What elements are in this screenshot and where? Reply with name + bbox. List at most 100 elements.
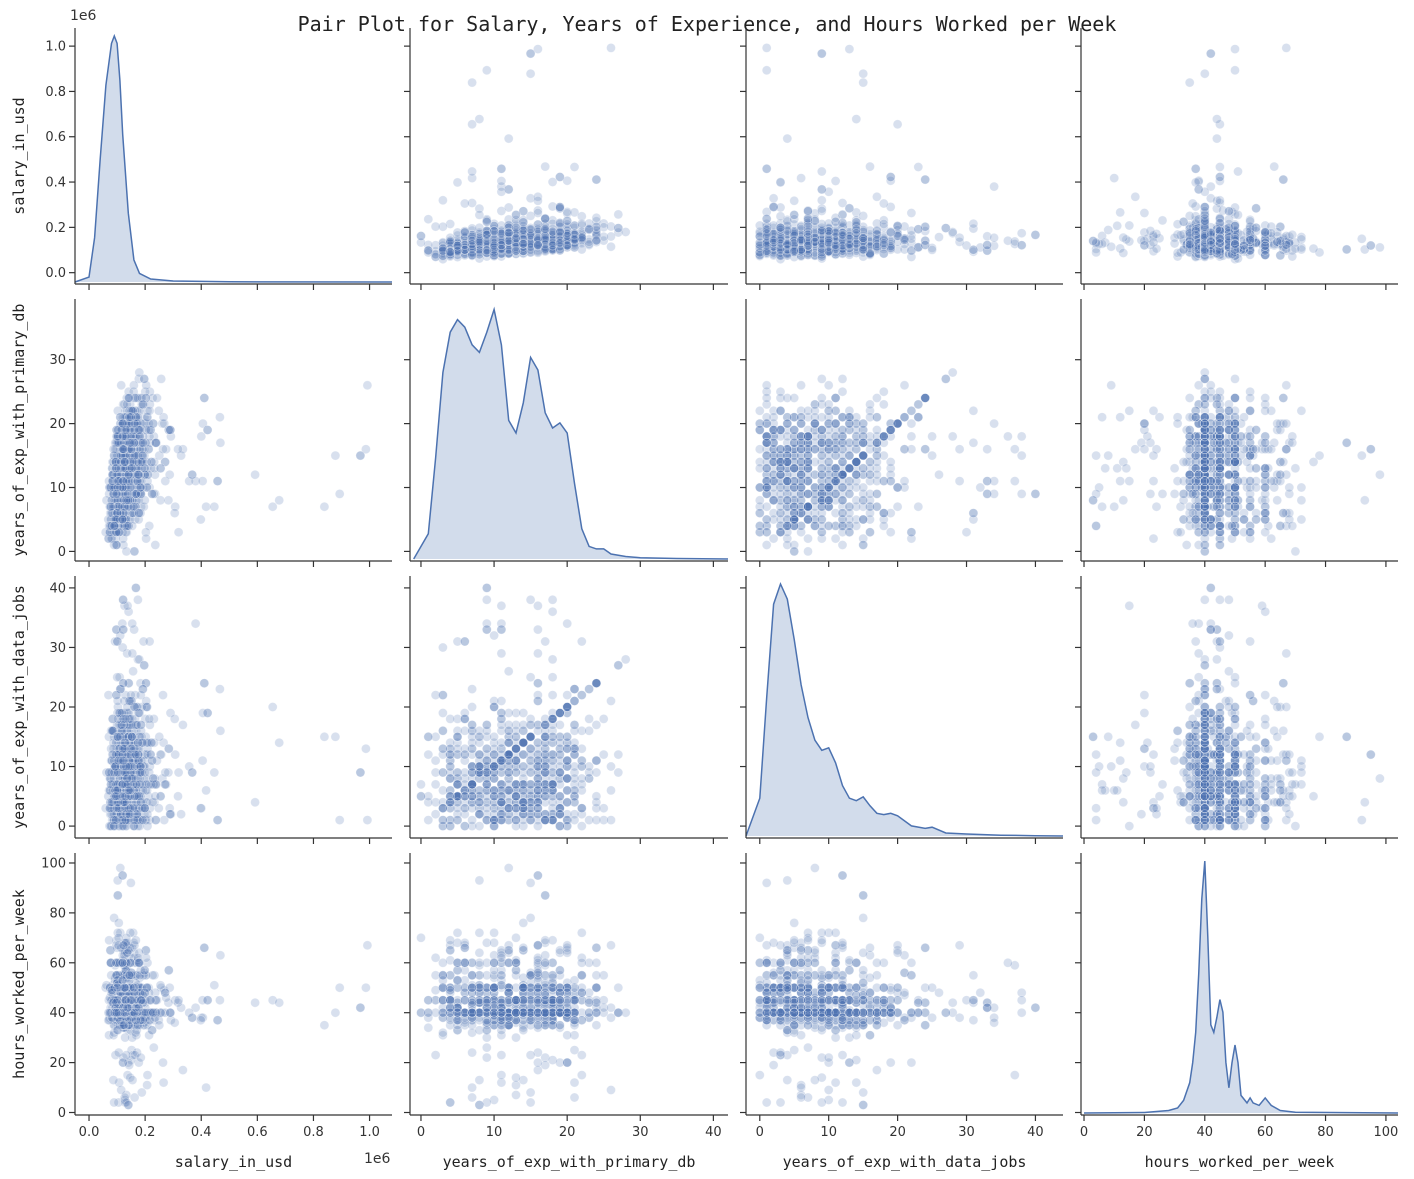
data-point xyxy=(584,234,594,245)
data-point xyxy=(816,195,827,206)
data-point xyxy=(803,514,813,525)
data-point xyxy=(892,119,903,130)
data-point xyxy=(1212,133,1222,144)
data-point xyxy=(1124,220,1135,231)
data-point xyxy=(768,235,779,245)
data-point xyxy=(503,248,514,258)
data-point xyxy=(1275,250,1286,261)
data-point xyxy=(533,208,543,218)
data-point xyxy=(144,405,155,416)
data-point xyxy=(789,463,800,474)
data-point xyxy=(158,444,168,455)
data-point xyxy=(1224,222,1234,233)
y-tick-label: 0.2 xyxy=(45,221,66,236)
data-point xyxy=(481,230,492,240)
data-point xyxy=(810,237,820,247)
data-point xyxy=(789,393,800,403)
data-point xyxy=(452,242,463,253)
data-point xyxy=(445,244,456,254)
data-point xyxy=(139,463,150,474)
data-point xyxy=(122,521,133,531)
data-point xyxy=(851,114,862,124)
data-point xyxy=(816,374,827,384)
data-point xyxy=(525,235,536,246)
data-point xyxy=(533,196,543,206)
data-point xyxy=(474,239,485,249)
data-point xyxy=(540,242,551,252)
data-point xyxy=(139,374,149,384)
data-point xyxy=(816,425,827,435)
data-point xyxy=(775,222,786,233)
data-point xyxy=(452,177,463,188)
data-point xyxy=(525,224,536,234)
data-point xyxy=(775,405,786,416)
data-point xyxy=(503,184,514,195)
data-point xyxy=(899,235,910,245)
data-point xyxy=(591,235,602,246)
data-point xyxy=(968,508,979,518)
data-point xyxy=(761,43,772,53)
data-point xyxy=(754,521,765,531)
data-point xyxy=(830,240,841,250)
data-point xyxy=(547,234,558,244)
data-point xyxy=(858,463,869,474)
data-point xyxy=(906,245,917,256)
data-point xyxy=(118,476,128,486)
data-point xyxy=(569,230,580,241)
data-point xyxy=(885,527,896,538)
data-point xyxy=(215,412,225,423)
data-point xyxy=(810,444,820,455)
data-point xyxy=(768,202,779,212)
data-point xyxy=(754,482,765,493)
data-point xyxy=(569,162,580,172)
data-point xyxy=(503,222,514,233)
data-point xyxy=(1375,469,1385,480)
data-point xyxy=(803,533,813,544)
data-point xyxy=(796,469,806,480)
data-point xyxy=(1184,240,1195,250)
data-point xyxy=(511,249,521,259)
data-point xyxy=(837,495,848,506)
data-point xyxy=(430,221,441,232)
data-point xyxy=(452,236,463,246)
data-point xyxy=(489,224,499,234)
data-point xyxy=(202,425,213,435)
data-point xyxy=(584,240,594,250)
data-point xyxy=(1130,192,1141,202)
data-point xyxy=(816,450,827,461)
data-point xyxy=(113,437,123,448)
panel-salary-vs-yp xyxy=(404,28,728,290)
data-point xyxy=(754,495,765,506)
data-point xyxy=(1109,501,1119,512)
data-point xyxy=(606,241,616,252)
data-point xyxy=(872,489,882,499)
scatter-points xyxy=(754,43,1041,265)
data-point xyxy=(503,214,514,225)
data-point xyxy=(562,207,573,217)
data-point xyxy=(1278,174,1289,185)
data-point xyxy=(754,247,765,258)
data-point xyxy=(865,399,875,410)
data-point xyxy=(137,437,148,448)
data-point xyxy=(982,489,993,499)
data-point xyxy=(1118,248,1129,258)
data-point xyxy=(927,431,937,442)
data-point xyxy=(129,546,140,557)
data-point xyxy=(761,463,772,474)
data-point xyxy=(975,482,986,493)
data-point xyxy=(844,203,855,214)
data-point xyxy=(761,65,772,76)
data-point xyxy=(1016,228,1027,238)
data-point xyxy=(775,463,786,474)
data-point xyxy=(319,501,330,512)
data-point xyxy=(803,206,813,216)
data-point xyxy=(1233,166,1243,177)
data-point xyxy=(555,227,565,238)
panel-salary-vs-salary: 0.00.20.40.60.81.0 xyxy=(45,28,393,290)
data-point xyxy=(830,533,841,544)
data-point xyxy=(107,476,118,486)
data-point xyxy=(1212,114,1222,124)
data-point xyxy=(865,161,875,172)
data-point xyxy=(1145,226,1156,236)
data-point xyxy=(445,239,456,250)
